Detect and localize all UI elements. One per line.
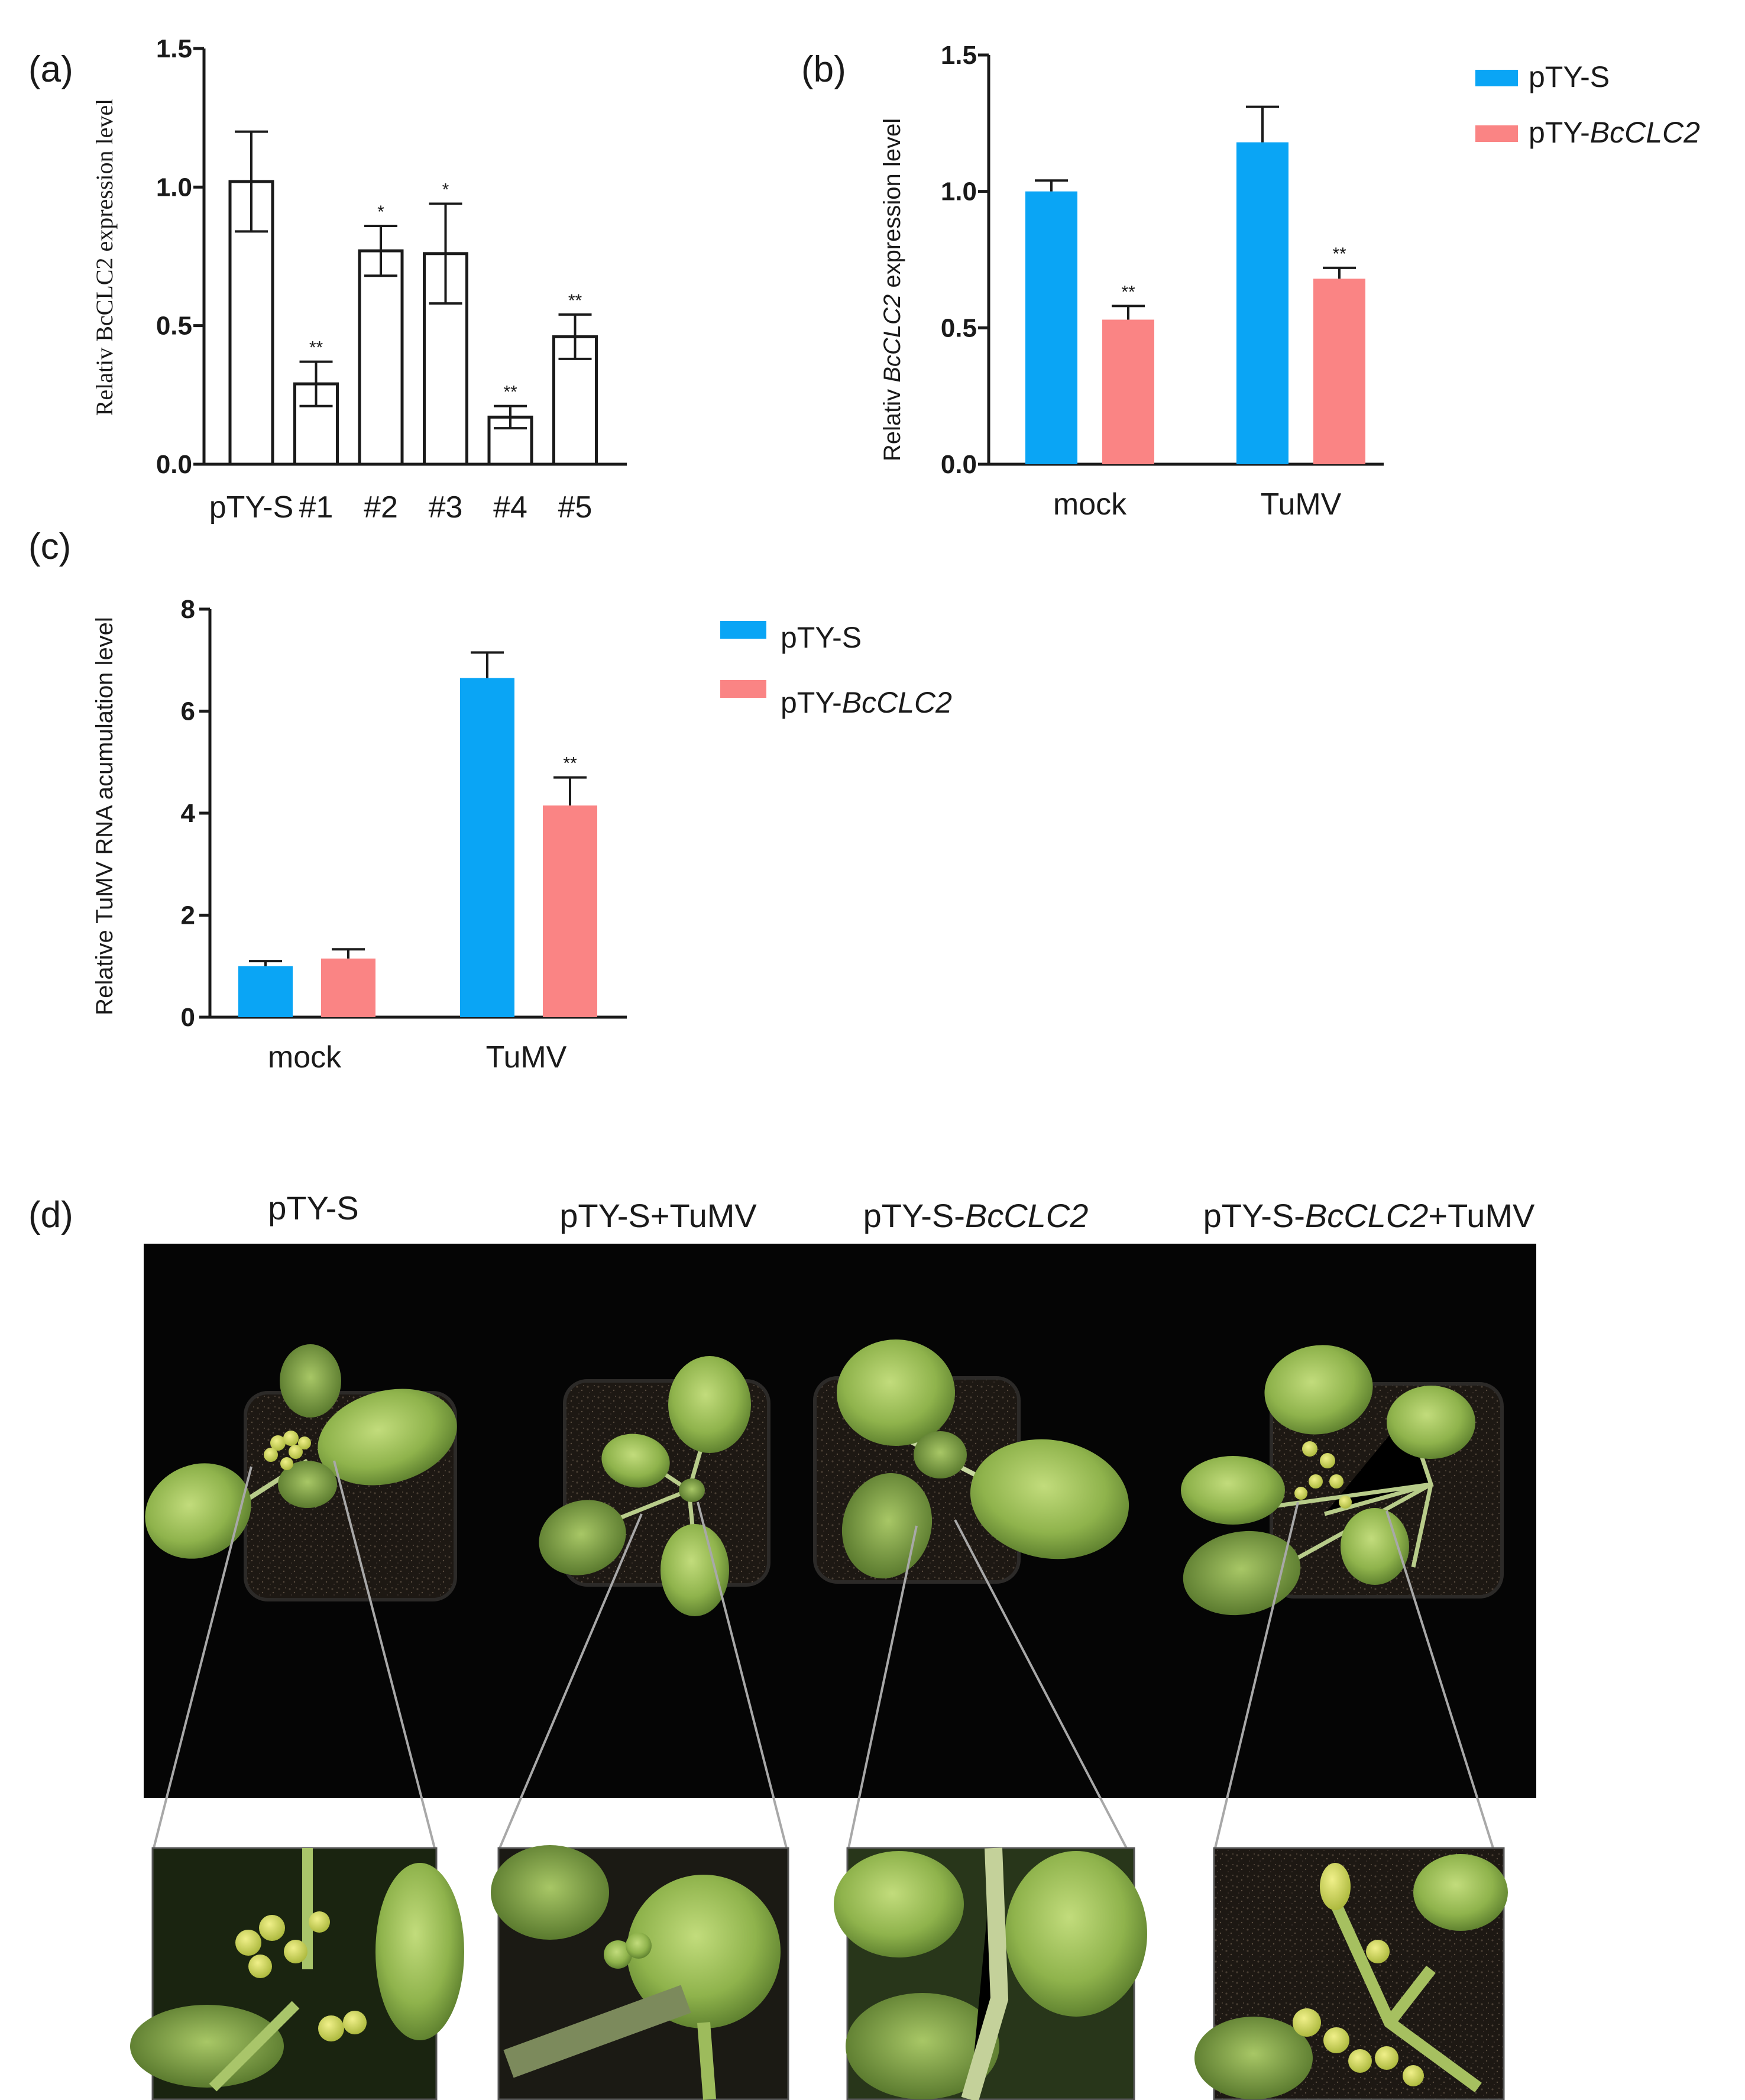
legend-c-swatch-pty-s	[720, 621, 766, 639]
significance-label: *	[377, 202, 384, 222]
panel-label-a: (a)	[28, 49, 73, 90]
significance-label: **	[1332, 244, 1346, 264]
x-tick-label: #1	[299, 490, 334, 525]
photo-title-4: pTY-S-BcCLC2+TuMV	[1203, 1197, 1535, 1234]
plant-photo-1	[145, 1344, 457, 1601]
significance-label: **	[309, 338, 323, 358]
y-tick-label: 1.5	[156, 34, 192, 63]
y-tick-label: 1.0	[156, 173, 192, 202]
legend-c-swatch-pty-bcclc2	[720, 680, 766, 698]
bar-n2	[358, 249, 404, 466]
y-tick-label: 0	[181, 1003, 195, 1032]
y-tick-label: 0.0	[941, 450, 977, 479]
y-tick-label: 1.0	[941, 177, 977, 206]
y-tick-label: 6	[181, 697, 195, 726]
chart-b: 0.0 0.5 1.0 1.5 Relativ BcCLC2 expression le…	[879, 41, 1384, 522]
bar-mock-pty-bcclc2	[321, 958, 375, 1017]
photo-title-1: pTY-S	[268, 1189, 359, 1227]
panel-label-d: (d)	[28, 1195, 73, 1235]
legend-b-label-pty-bcclc2: pTY-BcCLC2	[1529, 116, 1700, 149]
y-tick-label: 1.5	[941, 41, 977, 70]
zoom-inset-3	[834, 1847, 1147, 2100]
x-tick-label: #2	[364, 490, 398, 525]
bar-mock-pty-s	[1025, 191, 1077, 464]
bar-tumv-pty-bcclc2	[1313, 279, 1365, 464]
y-tick-label: 0.5	[156, 312, 192, 341]
x-tick-label: TuMV	[486, 1040, 567, 1075]
plant-photo-3	[813, 1339, 1129, 1584]
photo-titles: pTY-S pTY-S+TuMV pTY-S-BcCLC2 pTY-S-BcCL…	[268, 1189, 1535, 1234]
y-axis-label: Relativ BcCLC2 expression level	[879, 118, 905, 461]
significance-label: *	[442, 180, 449, 199]
significance-label: **	[568, 291, 582, 310]
y-tick-label: 8	[181, 595, 195, 624]
x-tick-label: mock	[1053, 487, 1127, 522]
y-tick-label: 4	[181, 799, 196, 828]
bar-tumv-pty-s	[1236, 142, 1288, 465]
plant-photo-4	[1181, 1345, 1504, 1616]
y-tick-label: 0.5	[941, 313, 977, 342]
x-tick-label: pTY-S	[209, 490, 294, 525]
x-tick-label: #5	[558, 490, 593, 525]
zoom-inset-1	[130, 1847, 464, 2100]
significance-label: **	[563, 754, 577, 774]
legend-c: pTY-S pTY-BcCLC2	[720, 621, 952, 719]
legend-b-label-pty-s: pTY-S	[1529, 60, 1610, 93]
significance-label: **	[503, 383, 517, 402]
x-tick-label: #4	[493, 490, 527, 525]
bar-mock-pty-s	[238, 966, 293, 1017]
x-tick-label: TuMV	[1261, 487, 1342, 522]
x-tick-label: #3	[429, 490, 463, 525]
legend-b-swatch-pty-bcclc2	[1475, 125, 1518, 142]
legend-b: pTY-S pTY-BcCLC2	[1475, 60, 1700, 149]
y-axis-label: Relativ BcCLC2 expression level	[91, 99, 118, 416]
legend-c-label-pty-bcclc2: pTY-BcCLC2	[781, 686, 952, 719]
bar-mock-pty-bcclc2	[1102, 319, 1154, 464]
y-tick-label: 0.0	[156, 450, 192, 479]
y-axis-label: Relative TuMV RNA acumulation level	[92, 617, 118, 1015]
legend-c-label-pty-s: pTY-S	[781, 621, 862, 654]
panel-label-c: (c)	[28, 526, 71, 567]
bar-tumv-pty-bcclc2	[543, 805, 597, 1017]
legend-b-swatch-pty-s	[1475, 70, 1518, 86]
y-tick-label: 2	[181, 901, 195, 930]
zoom-inset-4	[1194, 1847, 1508, 2100]
plant-photo-2	[539, 1356, 770, 1616]
chart-c: 0 2 4 6 8 Relative TuMV RNA acumulation level…	[92, 595, 627, 1075]
photo-title-2: pTY-S+TuMV	[559, 1197, 757, 1234]
x-tick-label: mock	[268, 1040, 342, 1075]
plant-photo-strip	[144, 1244, 1536, 1798]
photo-title-3: pTY-S-BcCLC2	[863, 1197, 1089, 1234]
significance-label: **	[1121, 282, 1135, 302]
zoom-connectors	[153, 1460, 1494, 1849]
panel-label-b: (b)	[801, 49, 846, 90]
chart-a: 0.0 0.5 1.0 1.5 Relativ BcCLC2 expression le…	[91, 34, 627, 525]
bar-tumv-pty-s	[460, 678, 514, 1017]
zoom-inset-2	[491, 1845, 789, 2100]
